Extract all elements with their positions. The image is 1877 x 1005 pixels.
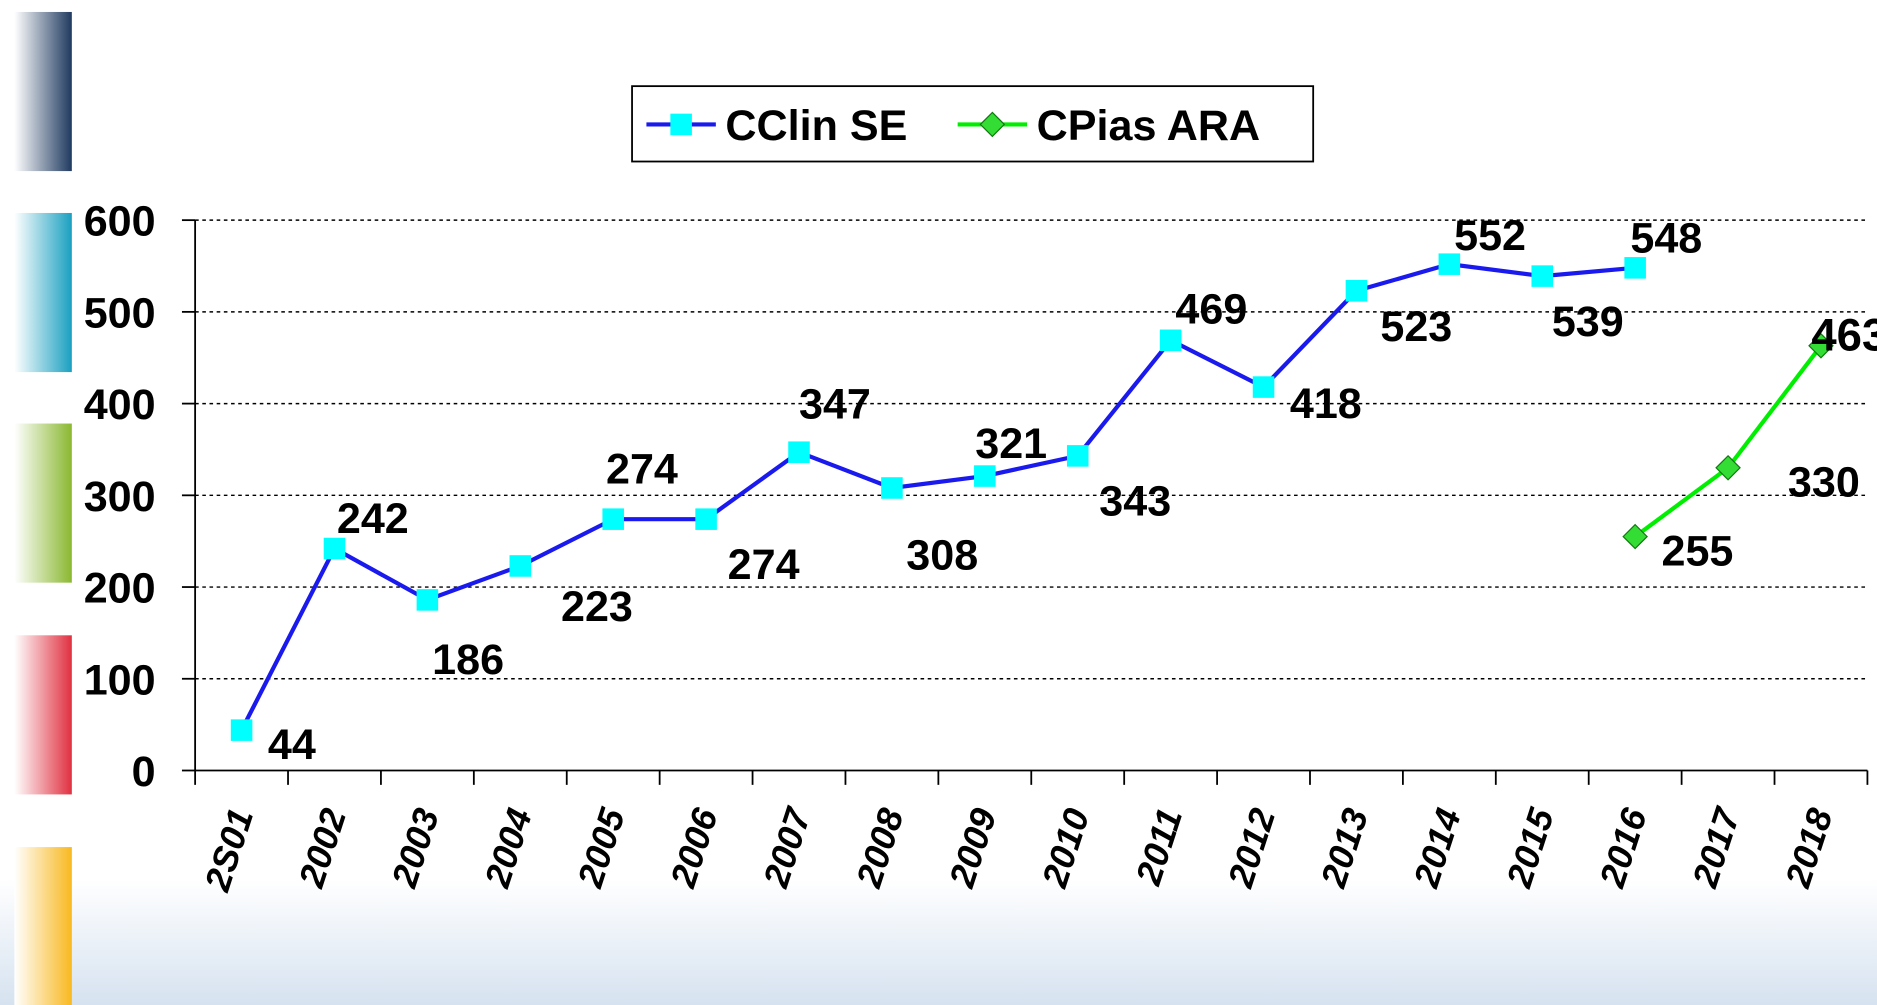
y-tick-label: 400: [84, 381, 156, 429]
x-tick-label: 2007: [756, 802, 820, 893]
marker: [1715, 454, 1741, 481]
series-line: [239, 262, 1636, 732]
marker: [1252, 376, 1275, 398]
marker: [974, 465, 996, 487]
decor-bar: [14, 212, 72, 373]
marker: [1622, 523, 1648, 550]
marker: [1808, 332, 1834, 359]
marker: [1531, 265, 1554, 287]
marker: [230, 719, 253, 741]
legend-label: CPias ARA: [1037, 102, 1260, 150]
x-tick-label: 2017: [1685, 802, 1749, 893]
data-label: 308: [906, 531, 978, 579]
marker: [788, 441, 810, 463]
marker: [509, 555, 532, 577]
data-label: 186: [432, 636, 504, 684]
marker: [602, 508, 624, 530]
y-tick-label: 200: [84, 565, 156, 613]
series-line: [1633, 344, 1823, 539]
data-label: 223: [561, 583, 633, 631]
data-label: 552: [1454, 212, 1526, 260]
data-label: 255: [1661, 527, 1733, 575]
marker: [1159, 329, 1182, 352]
data-label: 347: [799, 381, 871, 429]
y-tick-label: 600: [84, 198, 156, 246]
legend-label: CClin SE: [725, 102, 907, 150]
y-tick-label: 0: [132, 748, 156, 796]
decor-bar: [14, 847, 72, 1005]
decor-bar: [14, 423, 72, 583]
marker: [695, 508, 717, 530]
marker: [323, 537, 346, 560]
y-tick-label: 500: [84, 289, 156, 337]
data-label: 343: [1099, 478, 1171, 526]
legend-marker: [670, 113, 692, 136]
data-label: 548: [1630, 214, 1702, 262]
decor-bar: [14, 11, 72, 172]
marker: [416, 589, 439, 611]
marker: [1345, 280, 1368, 302]
marker: [881, 477, 903, 499]
data-label: 242: [337, 495, 409, 543]
data-label: 469: [1175, 286, 1247, 334]
data-label: 523: [1380, 303, 1452, 351]
data-label: 539: [1552, 298, 1624, 346]
marker: [1066, 445, 1089, 467]
data-label: 274: [728, 541, 800, 589]
data-label: 463: [1811, 310, 1877, 361]
data-label: 321: [975, 420, 1047, 468]
data-label: 44: [268, 721, 316, 769]
decor-bar: [14, 635, 72, 795]
data-label: 330: [1788, 459, 1860, 507]
x-tick-label: 2011: [1128, 804, 1190, 891]
legend-marker: [979, 111, 1006, 138]
data-label: 418: [1290, 380, 1362, 428]
marker: [1438, 253, 1461, 275]
y-tick-label: 100: [84, 656, 156, 704]
data-label: 274: [606, 445, 678, 493]
marker: [1624, 257, 1646, 279]
y-tick-label: 300: [84, 473, 156, 521]
background-band: [0, 879, 1877, 1005]
